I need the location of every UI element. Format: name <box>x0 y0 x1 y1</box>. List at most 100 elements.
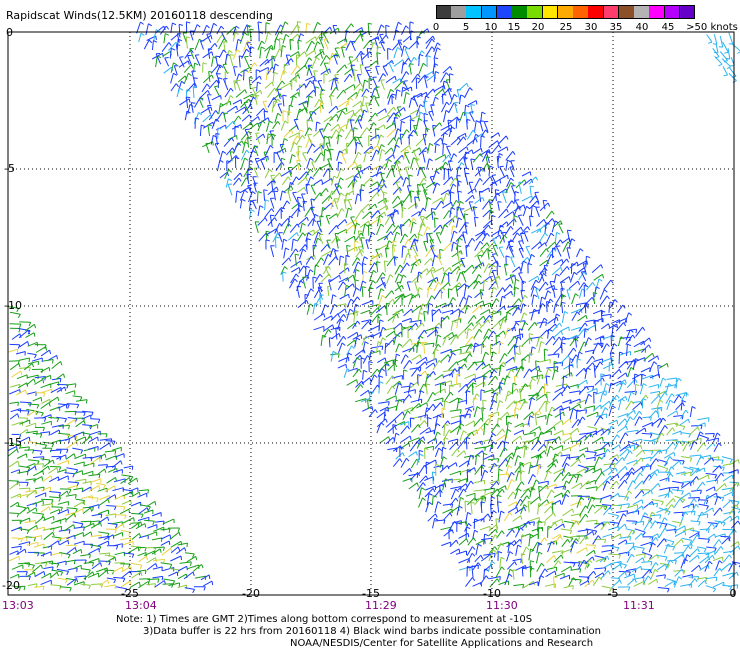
wind-barb <box>611 444 620 451</box>
wind-barb <box>715 43 719 54</box>
wind-barb <box>10 362 20 371</box>
wind-barb <box>75 436 86 442</box>
wind-barb-flag <box>560 287 565 290</box>
wind-barb-flag <box>507 428 512 432</box>
wind-barb-flag <box>520 226 524 232</box>
wind-barb <box>330 353 340 356</box>
wind-barb-flag <box>605 382 610 387</box>
wind-barb <box>319 55 327 66</box>
wind-barb <box>427 392 434 403</box>
wind-barb-flag <box>634 373 639 376</box>
wind-barb <box>178 57 185 68</box>
wind-barb-flag <box>452 225 457 229</box>
wind-barb <box>512 306 519 316</box>
wind-barb-flag <box>240 99 243 104</box>
wind-barb <box>488 413 492 425</box>
wind-barb-flag <box>421 342 424 347</box>
wind-barb <box>477 167 481 177</box>
wind-barb <box>297 205 300 217</box>
wind-barb <box>376 411 385 419</box>
wind-barb <box>665 439 678 441</box>
wind-barb <box>583 328 586 338</box>
wind-barb-flag <box>408 442 411 448</box>
wind-barb-flag <box>518 214 523 216</box>
wind-barb-flag <box>650 457 652 462</box>
wind-barb <box>471 305 481 314</box>
wind-barb <box>728 73 737 81</box>
wind-barb <box>393 256 396 266</box>
wind-barb-flag <box>486 232 490 237</box>
wind-barb <box>173 65 178 76</box>
wind-barb-flag <box>566 266 570 271</box>
wind-barb-flag <box>444 388 446 393</box>
wind-barb-flag <box>509 456 514 460</box>
wind-barb-flag <box>394 362 398 368</box>
wind-barb-flag <box>384 305 387 310</box>
wind-barb <box>625 400 632 410</box>
wind-barb <box>311 57 318 67</box>
wind-barb <box>563 363 573 370</box>
wind-barb <box>514 445 527 451</box>
wind-barb-flag <box>345 284 350 288</box>
wind-barb-flag <box>247 24 252 27</box>
wind-barb-flag <box>325 188 329 193</box>
wind-barb-flag <box>535 176 539 181</box>
wind-barb <box>40 349 50 357</box>
wind-barb-flag <box>512 382 517 386</box>
wind-barb <box>385 375 393 385</box>
wind-barb-flag <box>689 457 693 462</box>
wind-barb-flag <box>190 49 194 54</box>
wind-barb <box>567 347 575 357</box>
wind-barb-flag <box>442 446 447 450</box>
wind-barb-flag <box>306 300 309 305</box>
wind-barb-flag <box>514 400 517 405</box>
wind-barb-flag <box>432 391 436 396</box>
wind-barb <box>456 398 460 410</box>
wind-barb-flag <box>672 441 676 446</box>
wind-barb <box>608 419 618 425</box>
wind-barb-flag <box>492 310 497 313</box>
wind-barb <box>88 424 98 428</box>
wind-barb <box>545 463 555 473</box>
wind-barb-flag <box>228 169 233 173</box>
wind-barb-flag <box>392 244 397 247</box>
wind-barb <box>323 136 325 148</box>
wind-barb-flag <box>293 142 298 146</box>
wind-barb-flag <box>401 285 404 290</box>
wind-barb-flag <box>564 310 569 314</box>
wind-barb-flag <box>42 456 45 461</box>
wind-barb <box>283 185 292 193</box>
wind-barb-flag <box>269 120 273 124</box>
wind-barb <box>347 92 357 100</box>
wind-barb <box>528 378 533 388</box>
wind-barb-flag <box>548 413 553 417</box>
wind-barb <box>327 286 330 297</box>
wind-barb <box>336 208 343 218</box>
wind-barb-flag <box>479 190 484 193</box>
wind-barb-flag <box>616 420 619 425</box>
wind-barb-flag <box>645 394 649 399</box>
wind-barb-flag <box>248 130 252 135</box>
wind-barb <box>288 124 298 132</box>
wind-barb-flag <box>524 294 528 299</box>
wind-barb-flag <box>370 177 374 182</box>
wind-barb <box>338 100 348 108</box>
wind-barb-flag <box>420 390 425 394</box>
wind-barb-flag <box>329 26 333 32</box>
wind-barb-flag <box>247 136 252 139</box>
wind-barb-flag <box>20 370 23 376</box>
wind-barb <box>423 101 427 113</box>
wind-barb <box>50 429 60 436</box>
wind-barb-flag <box>208 70 213 73</box>
wind-barb <box>571 419 579 429</box>
wind-barb-flag <box>336 225 339 230</box>
wind-barb <box>577 328 585 337</box>
wind-barb <box>377 205 388 212</box>
wind-barb <box>336 110 343 122</box>
wind-barb <box>435 334 439 346</box>
wind-barb-flag <box>563 411 565 417</box>
wind-barb-flag <box>482 399 487 402</box>
wind-barb <box>202 74 213 84</box>
wind-barb <box>448 183 454 195</box>
wind-barb <box>90 454 102 459</box>
